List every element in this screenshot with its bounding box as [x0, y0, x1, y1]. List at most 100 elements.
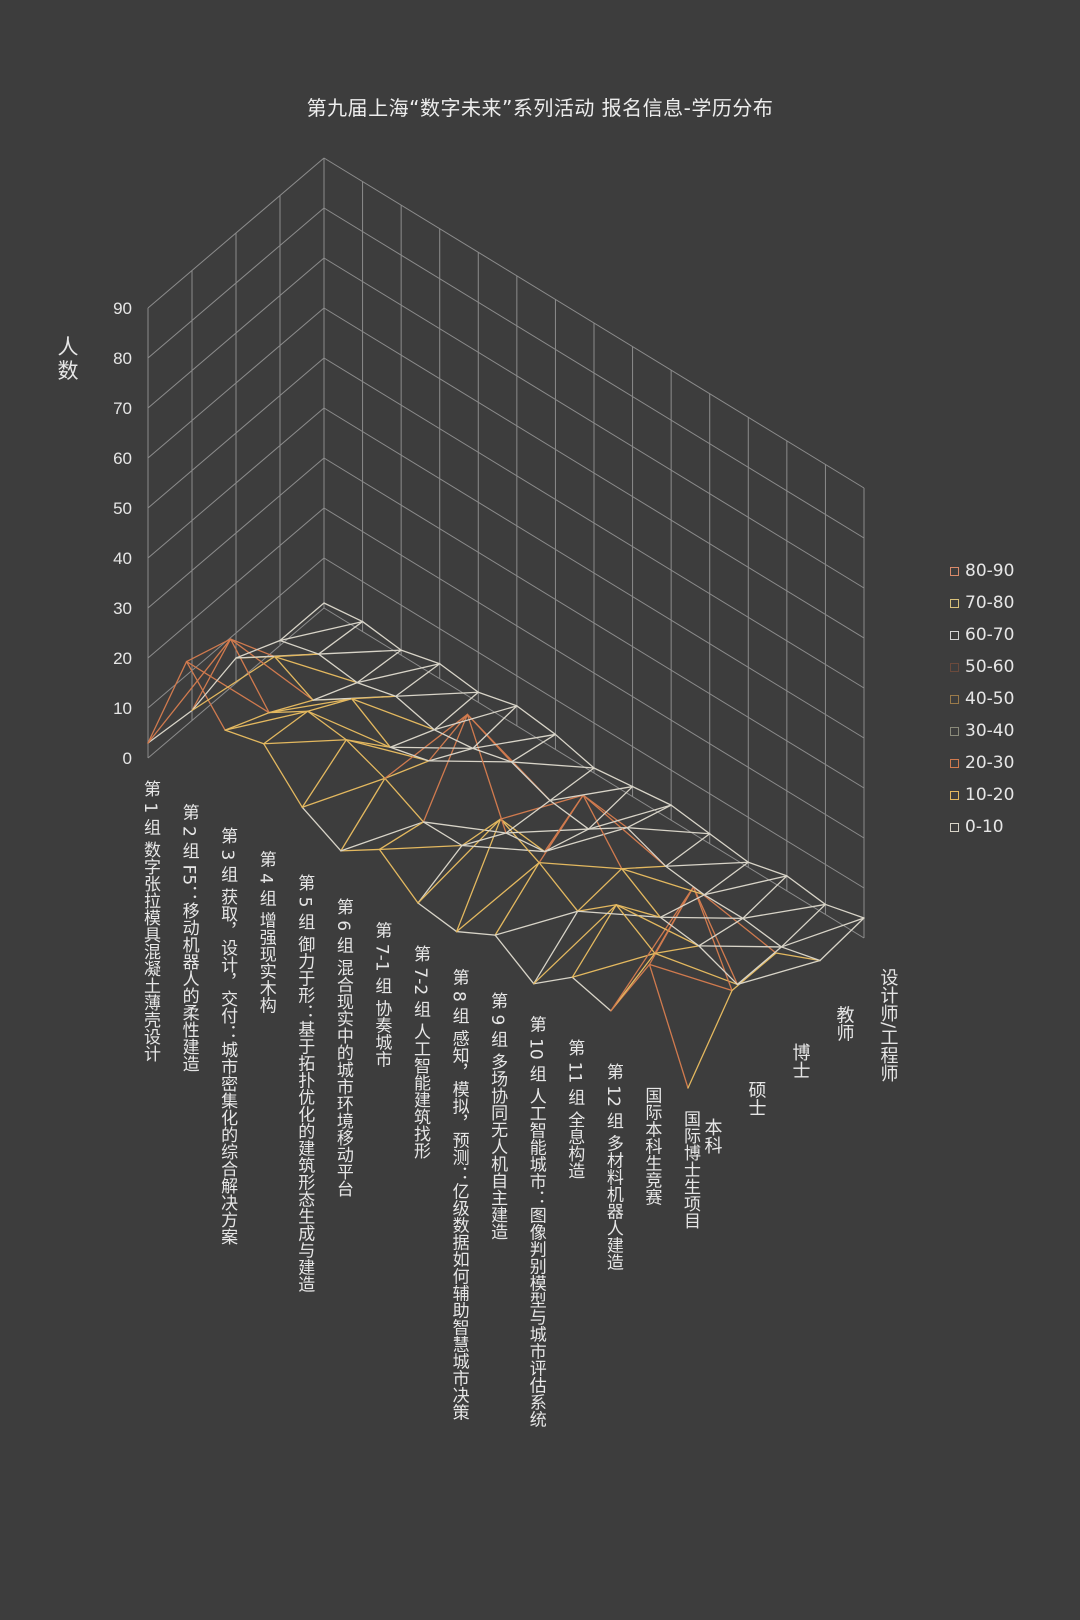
surface-edge: [191, 638, 232, 712]
surface-edge: [301, 777, 386, 808]
surface-edge: [510, 761, 595, 769]
surface-edge: [417, 844, 463, 904]
surface-edge: [312, 681, 358, 701]
legend-item: 20-30: [950, 747, 1014, 779]
surface-edge: [615, 904, 656, 955]
surface-edge: [577, 910, 661, 918]
surface-edge: [494, 861, 540, 936]
surface-edge: [461, 818, 502, 847]
surface-edge: [687, 989, 733, 1089]
surface-edge: [455, 818, 502, 933]
surface-edge: [389, 729, 435, 748]
z-tick-label: 90: [113, 299, 132, 318]
surface-edge: [505, 832, 546, 853]
surface-edge: [587, 826, 628, 830]
series-label: 博士: [790, 1043, 811, 1079]
surface-edge: [780, 946, 821, 962]
surface-edge: [786, 875, 827, 906]
surface-edge: [191, 655, 276, 712]
grid-line: [323, 207, 865, 539]
surface-edge: [582, 794, 667, 867]
surface-edge: [422, 821, 507, 834]
category-label: 第 7-1 组 协奏城市: [371, 921, 392, 1067]
surface-edge: [626, 804, 672, 829]
surface-edge: [543, 794, 584, 853]
grid-line: [323, 557, 865, 889]
category-label: 第 5 组 御力于形：基于拓扑优化的建筑形态生成与建造: [294, 874, 315, 1292]
surface-edge: [273, 655, 358, 684]
surface-edge: [587, 785, 634, 830]
surface-edge: [510, 733, 557, 763]
surface-edge: [433, 691, 479, 731]
surface-edge: [516, 705, 557, 736]
legend-swatch: [950, 822, 959, 832]
grid-line: [323, 507, 865, 839]
grid-line: [323, 307, 865, 639]
surface-edge: [736, 946, 783, 986]
surface-edge: [279, 602, 325, 642]
surface-edge: [780, 903, 827, 948]
surface-edge: [659, 916, 700, 947]
category-label: 第 9 组 多场协同无人机自主建造: [487, 992, 508, 1240]
category-label: 第 8 组 感知，模拟，预测：亿级数据如何辅助智慧城市决策: [449, 969, 470, 1421]
series-label: 本科: [702, 1118, 723, 1154]
legend-label: 20-30: [965, 753, 1015, 773]
surface-edge: [742, 875, 788, 920]
surface-edge: [378, 821, 425, 851]
surface-edge: [351, 698, 391, 748]
surface-edge: [461, 844, 546, 853]
surface-edge: [395, 663, 441, 697]
legend-item: 80-90: [950, 555, 1014, 587]
legend-label: 10-20: [965, 785, 1015, 805]
surface-edge: [439, 663, 479, 693]
surface-edge: [229, 638, 314, 701]
surface-edge: [317, 649, 402, 655]
surface-edge: [433, 705, 518, 731]
legend-swatch: [950, 790, 959, 800]
surface-edge: [709, 833, 749, 863]
legend-label: 70-80: [965, 593, 1015, 613]
grid-line: [323, 457, 865, 789]
surface-edge: [345, 739, 386, 780]
surface-edge: [279, 620, 364, 642]
surface-edge: [268, 699, 314, 714]
legend-item: 70-80: [950, 587, 1014, 619]
legend-label: 0-10: [965, 817, 1004, 837]
surface-edge: [582, 794, 623, 870]
surface-edge: [279, 639, 320, 655]
category-label: 第 12 组 多材料机器人建造: [603, 1063, 624, 1271]
surface-edge: [780, 917, 865, 948]
surface-edge: [263, 739, 347, 745]
surface-edge: [317, 620, 364, 655]
surface-edge: [654, 945, 700, 955]
surface-edge: [626, 826, 667, 867]
surface-edge: [422, 821, 463, 847]
surface-edge: [422, 713, 469, 823]
surface-edge: [692, 886, 777, 954]
surface-edge: [571, 904, 617, 978]
surface-edge: [395, 691, 479, 697]
z-tick-label: 50: [113, 499, 132, 518]
surface-edge: [742, 903, 827, 920]
surface-edge: [824, 903, 865, 919]
surface-edge: [361, 620, 402, 651]
z-tick-label: 80: [113, 349, 132, 368]
surface-edge: [703, 875, 788, 896]
surface-edge: [549, 767, 595, 802]
surface-edge: [533, 904, 617, 985]
surface-edge: [621, 868, 705, 896]
surface-edge: [185, 660, 226, 731]
surface-edge: [587, 804, 672, 830]
grid-line: [323, 257, 865, 589]
surface-edge: [631, 785, 672, 806]
grid-line: [323, 357, 865, 689]
surface-edge: [301, 739, 347, 808]
surface-edge: [621, 865, 667, 870]
legend-swatch: [950, 630, 959, 640]
surface-edge: [147, 709, 193, 744]
z-tick-label: 40: [113, 549, 132, 568]
surface-edge: [494, 934, 535, 985]
surface-edge: [610, 952, 656, 1012]
surface-edge: [472, 733, 557, 750]
